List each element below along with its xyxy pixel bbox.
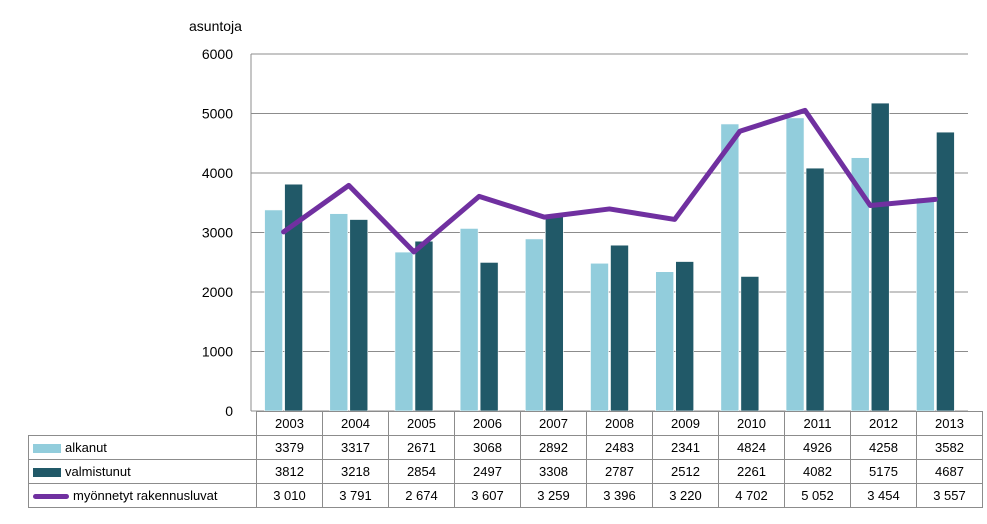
data-table: 2003 2004 2005 2006 2007 2008 2009 2010 2011 2012…	[28, 411, 983, 508]
data-label: 3 259	[520, 483, 587, 508]
table-header-row: 2003 2004 2005 2006 2007 2008 2009 2010 2011 2012…	[28, 411, 983, 436]
table-row-luvat: myönnetyt rakennusluvat 3 010 3 791 2 674 3…	[28, 483, 983, 508]
data-label: 3 557	[916, 483, 983, 508]
data-label: 2854	[388, 459, 455, 484]
data-label: 2787	[586, 459, 653, 484]
bar-valmistunut-2006	[479, 262, 499, 412]
table-row-alkanut: alkanut 3379 3317 2671 3068 2892 2483 2341 4824…	[28, 435, 983, 460]
y-tick-label: 1000	[202, 344, 233, 360]
y-tick-label: 0	[225, 403, 233, 419]
x-tick-label: 2004	[322, 411, 389, 436]
y-tick-label: 3000	[202, 225, 233, 241]
data-label: 4926	[784, 435, 851, 460]
bar-alkanut-2003	[264, 209, 283, 412]
x-tick-label: 2011	[784, 411, 851, 436]
data-label: 2483	[586, 435, 653, 460]
bar-valmistunut-2004	[349, 219, 369, 412]
bar-alkanut-2011	[785, 117, 805, 412]
bar-alkanut-2007	[525, 238, 544, 412]
bar-valmistunut-2013	[936, 131, 955, 412]
data-label: 3 220	[652, 483, 719, 508]
data-label: 3812	[256, 459, 323, 484]
bar-valmistunut-2005	[414, 240, 434, 412]
x-tick-label: 2013	[916, 411, 983, 436]
data-label: 4082	[784, 459, 851, 484]
bar-alkanut-2012	[850, 157, 870, 412]
bar-alkanut-2005	[394, 251, 414, 412]
data-label: 2 674	[388, 483, 455, 508]
data-label: 4258	[850, 435, 917, 460]
bar-valmistunut-2007	[545, 213, 564, 412]
data-label: 4687	[916, 459, 983, 484]
legend-alkanut: alkanut	[28, 435, 257, 460]
data-label: 2261	[718, 459, 785, 484]
data-label: 2512	[652, 459, 719, 484]
x-tick-label: 2006	[454, 411, 521, 436]
line-series-luvat	[281, 107, 938, 255]
table-corner	[28, 411, 257, 436]
bar-valmistunut-2010	[740, 276, 760, 412]
legend-swatch-alkanut	[33, 444, 61, 454]
y-tick-label: 5000	[202, 106, 233, 122]
x-tick-label: 2009	[652, 411, 719, 436]
data-label: 5 052	[784, 483, 851, 508]
data-label: 2497	[454, 459, 521, 484]
data-label: 3582	[916, 435, 983, 460]
bar-alkanut-2009	[655, 271, 674, 412]
bar-alkanut-2010	[720, 123, 740, 412]
bar-valmistunut-2009	[675, 261, 694, 412]
data-label: 3 607	[454, 483, 521, 508]
y-tick-label: 2000	[202, 284, 233, 300]
bar-alkanut-2006	[459, 228, 479, 412]
data-label: 3308	[520, 459, 587, 484]
legend-swatch-valmistunut	[33, 468, 61, 478]
x-tick-label: 2008	[586, 411, 653, 436]
legend-label: myönnetyt rakennusluvat	[73, 488, 218, 503]
data-label: 2671	[388, 435, 455, 460]
data-label: 3068	[454, 435, 521, 460]
x-tick-label: 2005	[388, 411, 455, 436]
data-label: 4 702	[718, 483, 785, 508]
data-label: 5175	[850, 459, 917, 484]
x-tick-label: 2012	[850, 411, 917, 436]
y-tick-label: 6000	[202, 46, 233, 62]
data-label: 3 396	[586, 483, 653, 508]
y-axis-title: asuntoja	[189, 18, 242, 34]
data-label: 3 791	[322, 483, 389, 508]
data-label: 3379	[256, 435, 323, 460]
legend-valmistunut: valmistunut	[28, 459, 257, 484]
data-label: 3218	[322, 459, 389, 484]
legend-luvat: myönnetyt rakennusluvat	[28, 483, 257, 508]
x-tick-label: 2003	[256, 411, 323, 436]
bar-valmistunut-2011	[805, 167, 825, 412]
x-tick-label: 2007	[520, 411, 587, 436]
data-label: 3 454	[850, 483, 917, 508]
data-label: 4824	[718, 435, 785, 460]
x-tick-label: 2010	[718, 411, 785, 436]
bar-alkanut-2004	[329, 213, 349, 412]
bar-alkanut-2013	[916, 197, 935, 412]
data-label: 2341	[652, 435, 719, 460]
data-label: 3 010	[256, 483, 323, 508]
bar-valmistunut-2012	[870, 102, 890, 412]
data-label: 2892	[520, 435, 587, 460]
data-label: 3317	[322, 435, 389, 460]
bar-alkanut-2008	[590, 262, 609, 412]
bar-valmistunut-2008	[610, 244, 629, 412]
legend-label: valmistunut	[65, 464, 131, 479]
table-row-valmistunut: valmistunut 3812 3218 2854 2497 3308 2787 2512…	[28, 459, 983, 484]
legend-swatch-luvat	[33, 494, 69, 500]
y-tick-label: 4000	[202, 165, 233, 181]
legend-label: alkanut	[65, 440, 107, 455]
